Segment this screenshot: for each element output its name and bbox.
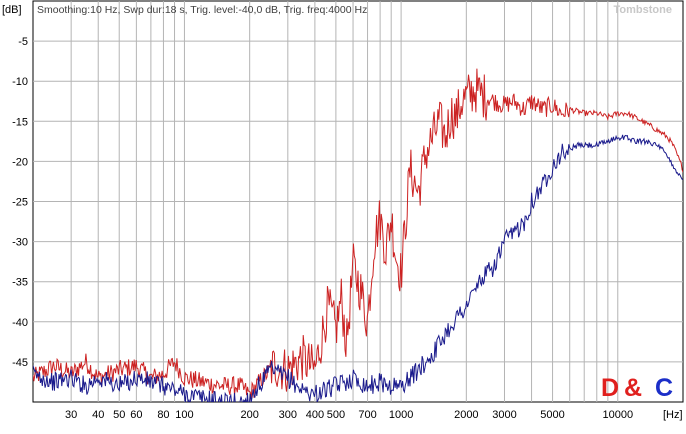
x-tick-label: 100 bbox=[175, 409, 193, 421]
x-tick-label: 200 bbox=[240, 409, 258, 421]
y-tick-label: -45 bbox=[12, 357, 28, 369]
y-tick-label: -25 bbox=[12, 197, 28, 209]
x-tick-label: 300 bbox=[279, 409, 297, 421]
brand-logo-ampersand: & bbox=[624, 374, 642, 402]
brand-logo-c: C bbox=[655, 374, 673, 402]
x-axis-ticks: 30 40 50 60 80 100 200 300 400 500 700 1000 2000 3000… bbox=[65, 409, 633, 421]
y-tick-label: -20 bbox=[12, 156, 28, 168]
y-tick-label: -5 bbox=[18, 36, 28, 48]
y-tick-label: -30 bbox=[12, 237, 28, 249]
x-tick-label: 700 bbox=[358, 409, 376, 421]
y-tick-label: -40 bbox=[12, 317, 28, 329]
measurement-settings-text: Smoothing:10 Hz, Swp dur:18 s, Trig. lev… bbox=[37, 4, 367, 16]
series-line-2 bbox=[33, 134, 683, 402]
x-tick-label: 30 bbox=[65, 409, 77, 421]
x-axis-unit-label: [Hz] bbox=[663, 409, 683, 421]
y-tick-label: -35 bbox=[12, 277, 28, 289]
y-tick-label: -10 bbox=[12, 76, 28, 88]
y-axis-ticks: -5 -10 -15 -20 -25 -30 -35 -40 -45 bbox=[12, 36, 28, 369]
x-tick-label: 3000 bbox=[492, 409, 516, 421]
x-tick-label: 500 bbox=[327, 409, 345, 421]
x-tick-label: 5000 bbox=[540, 409, 564, 421]
brand-logo-d: D bbox=[601, 374, 619, 402]
y-tick-label: -15 bbox=[12, 116, 28, 128]
series-group bbox=[33, 68, 683, 402]
x-tick-label: 60 bbox=[130, 409, 142, 421]
x-tick-label: 400 bbox=[306, 409, 324, 421]
x-tick-label: 80 bbox=[157, 409, 169, 421]
grid bbox=[33, 1, 683, 402]
x-tick-label: 2000 bbox=[454, 409, 478, 421]
series-line-1 bbox=[33, 68, 683, 401]
x-tick-label: 1000 bbox=[389, 409, 413, 421]
x-tick-label: 50 bbox=[113, 409, 125, 421]
x-tick-label: 40 bbox=[92, 409, 104, 421]
y-axis-unit-label: [dB] bbox=[2, 4, 22, 16]
watermark-label: Tombstone bbox=[614, 4, 672, 16]
x-tick-label: 10000 bbox=[602, 409, 633, 421]
